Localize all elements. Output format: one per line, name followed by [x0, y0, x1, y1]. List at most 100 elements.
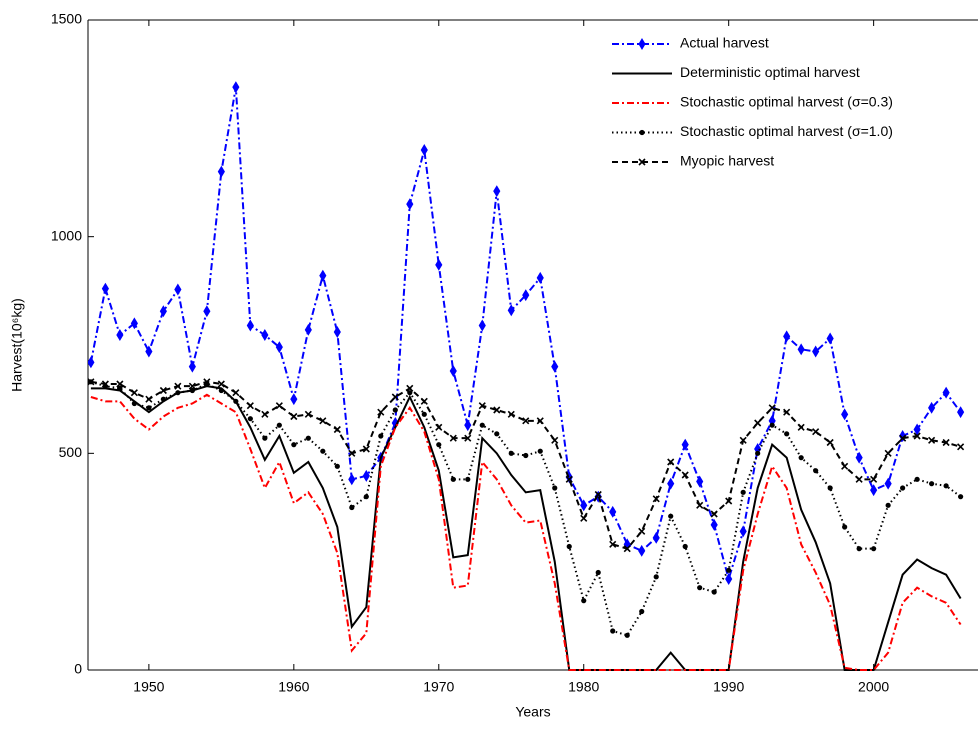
- marker: [377, 408, 385, 416]
- marker: [942, 438, 950, 447]
- marker: [696, 501, 704, 509]
- marker: [145, 395, 153, 403]
- marker: [233, 398, 239, 404]
- marker: [884, 449, 892, 457]
- marker: [566, 543, 572, 550]
- marker: [464, 419, 472, 432]
- marker: [536, 271, 544, 284]
- marker: [639, 608, 645, 615]
- marker: [217, 165, 225, 178]
- x-tick-label: 1980: [568, 679, 599, 695]
- marker: [609, 540, 617, 548]
- marker: [797, 423, 805, 431]
- marker: [391, 393, 399, 401]
- marker: [88, 356, 95, 369]
- marker: [319, 269, 327, 282]
- x-tick-label: 1990: [713, 679, 744, 695]
- marker: [798, 455, 804, 461]
- marker: [841, 408, 849, 421]
- marker: [130, 389, 138, 397]
- marker: [739, 436, 747, 444]
- marker: [885, 502, 891, 508]
- marker: [739, 525, 747, 538]
- marker: [508, 450, 514, 456]
- marker: [668, 513, 674, 519]
- marker: [363, 494, 369, 500]
- x-tick-label: 2000: [858, 679, 889, 695]
- marker: [842, 524, 848, 530]
- marker: [246, 402, 254, 410]
- marker: [348, 449, 356, 457]
- marker: [246, 319, 254, 332]
- marker: [291, 442, 297, 448]
- marker: [783, 330, 791, 343]
- legend-label: Deterministic optimal harvest: [680, 64, 860, 80]
- marker: [232, 389, 240, 397]
- legend-label: Stochastic optimal harvest (σ=0.3): [680, 94, 893, 110]
- marker: [755, 450, 761, 456]
- marker: [826, 332, 834, 345]
- marker: [174, 382, 182, 390]
- marker: [740, 489, 746, 495]
- marker: [189, 387, 195, 394]
- marker: [957, 406, 965, 419]
- x-tick-label: 1950: [133, 679, 164, 695]
- marker: [652, 495, 660, 503]
- marker: [160, 396, 166, 402]
- marker: [333, 425, 341, 434]
- marker: [784, 431, 790, 437]
- marker: [304, 323, 312, 336]
- marker: [551, 360, 559, 373]
- marker: [900, 485, 906, 491]
- marker: [697, 585, 703, 591]
- marker: [333, 326, 341, 338]
- marker: [117, 385, 123, 391]
- marker: [130, 317, 138, 330]
- marker: [406, 198, 414, 211]
- legend-label: Actual harvest: [680, 35, 769, 51]
- marker: [362, 445, 370, 453]
- marker: [435, 258, 443, 271]
- marker: [812, 345, 820, 358]
- marker: [856, 546, 862, 552]
- marker: [710, 510, 718, 518]
- marker: [855, 451, 863, 464]
- marker: [493, 406, 501, 414]
- marker: [537, 448, 543, 454]
- marker: [261, 329, 269, 342]
- marker: [101, 380, 109, 388]
- marker: [594, 490, 602, 503]
- marker: [435, 423, 443, 431]
- marker: [929, 481, 935, 487]
- marker: [623, 545, 631, 553]
- marker: [769, 422, 775, 428]
- marker: [943, 483, 949, 489]
- legend-marker: [638, 38, 646, 50]
- y-tick-label: 500: [59, 444, 83, 460]
- marker: [681, 438, 689, 451]
- marker: [754, 419, 762, 427]
- marker: [493, 185, 501, 198]
- marker: [334, 463, 340, 469]
- marker: [275, 402, 283, 410]
- marker: [146, 405, 152, 411]
- marker: [581, 598, 587, 604]
- marker: [638, 544, 646, 557]
- marker: [88, 378, 95, 386]
- marker: [362, 469, 370, 482]
- marker: [217, 380, 225, 388]
- marker: [768, 404, 776, 412]
- marker: [594, 490, 602, 499]
- marker: [522, 417, 530, 425]
- marker: [275, 341, 283, 354]
- marker: [710, 518, 718, 531]
- marker: [551, 436, 559, 444]
- marker: [552, 485, 558, 491]
- marker: [507, 304, 515, 317]
- marker: [813, 468, 819, 474]
- marker: [855, 475, 863, 483]
- marker: [841, 462, 849, 470]
- marker: [494, 431, 500, 437]
- marker: [320, 448, 326, 454]
- marker: [580, 499, 588, 512]
